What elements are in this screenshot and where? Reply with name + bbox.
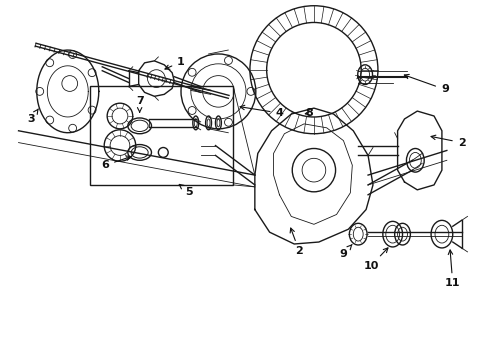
Text: 5: 5: [179, 184, 193, 197]
Text: 4: 4: [240, 105, 283, 118]
Text: 8: 8: [305, 108, 313, 118]
Text: 7: 7: [136, 96, 144, 112]
Text: 3: 3: [27, 109, 38, 124]
Text: 1: 1: [165, 57, 185, 69]
Text: 11: 11: [445, 250, 461, 288]
Text: 9: 9: [404, 75, 449, 94]
Bar: [91, 86, 233, 185]
Text: 2: 2: [431, 135, 465, 148]
Text: 6: 6: [101, 156, 131, 170]
Text: 9: 9: [340, 244, 352, 259]
Text: 2: 2: [290, 228, 303, 256]
Text: 10: 10: [364, 248, 388, 271]
